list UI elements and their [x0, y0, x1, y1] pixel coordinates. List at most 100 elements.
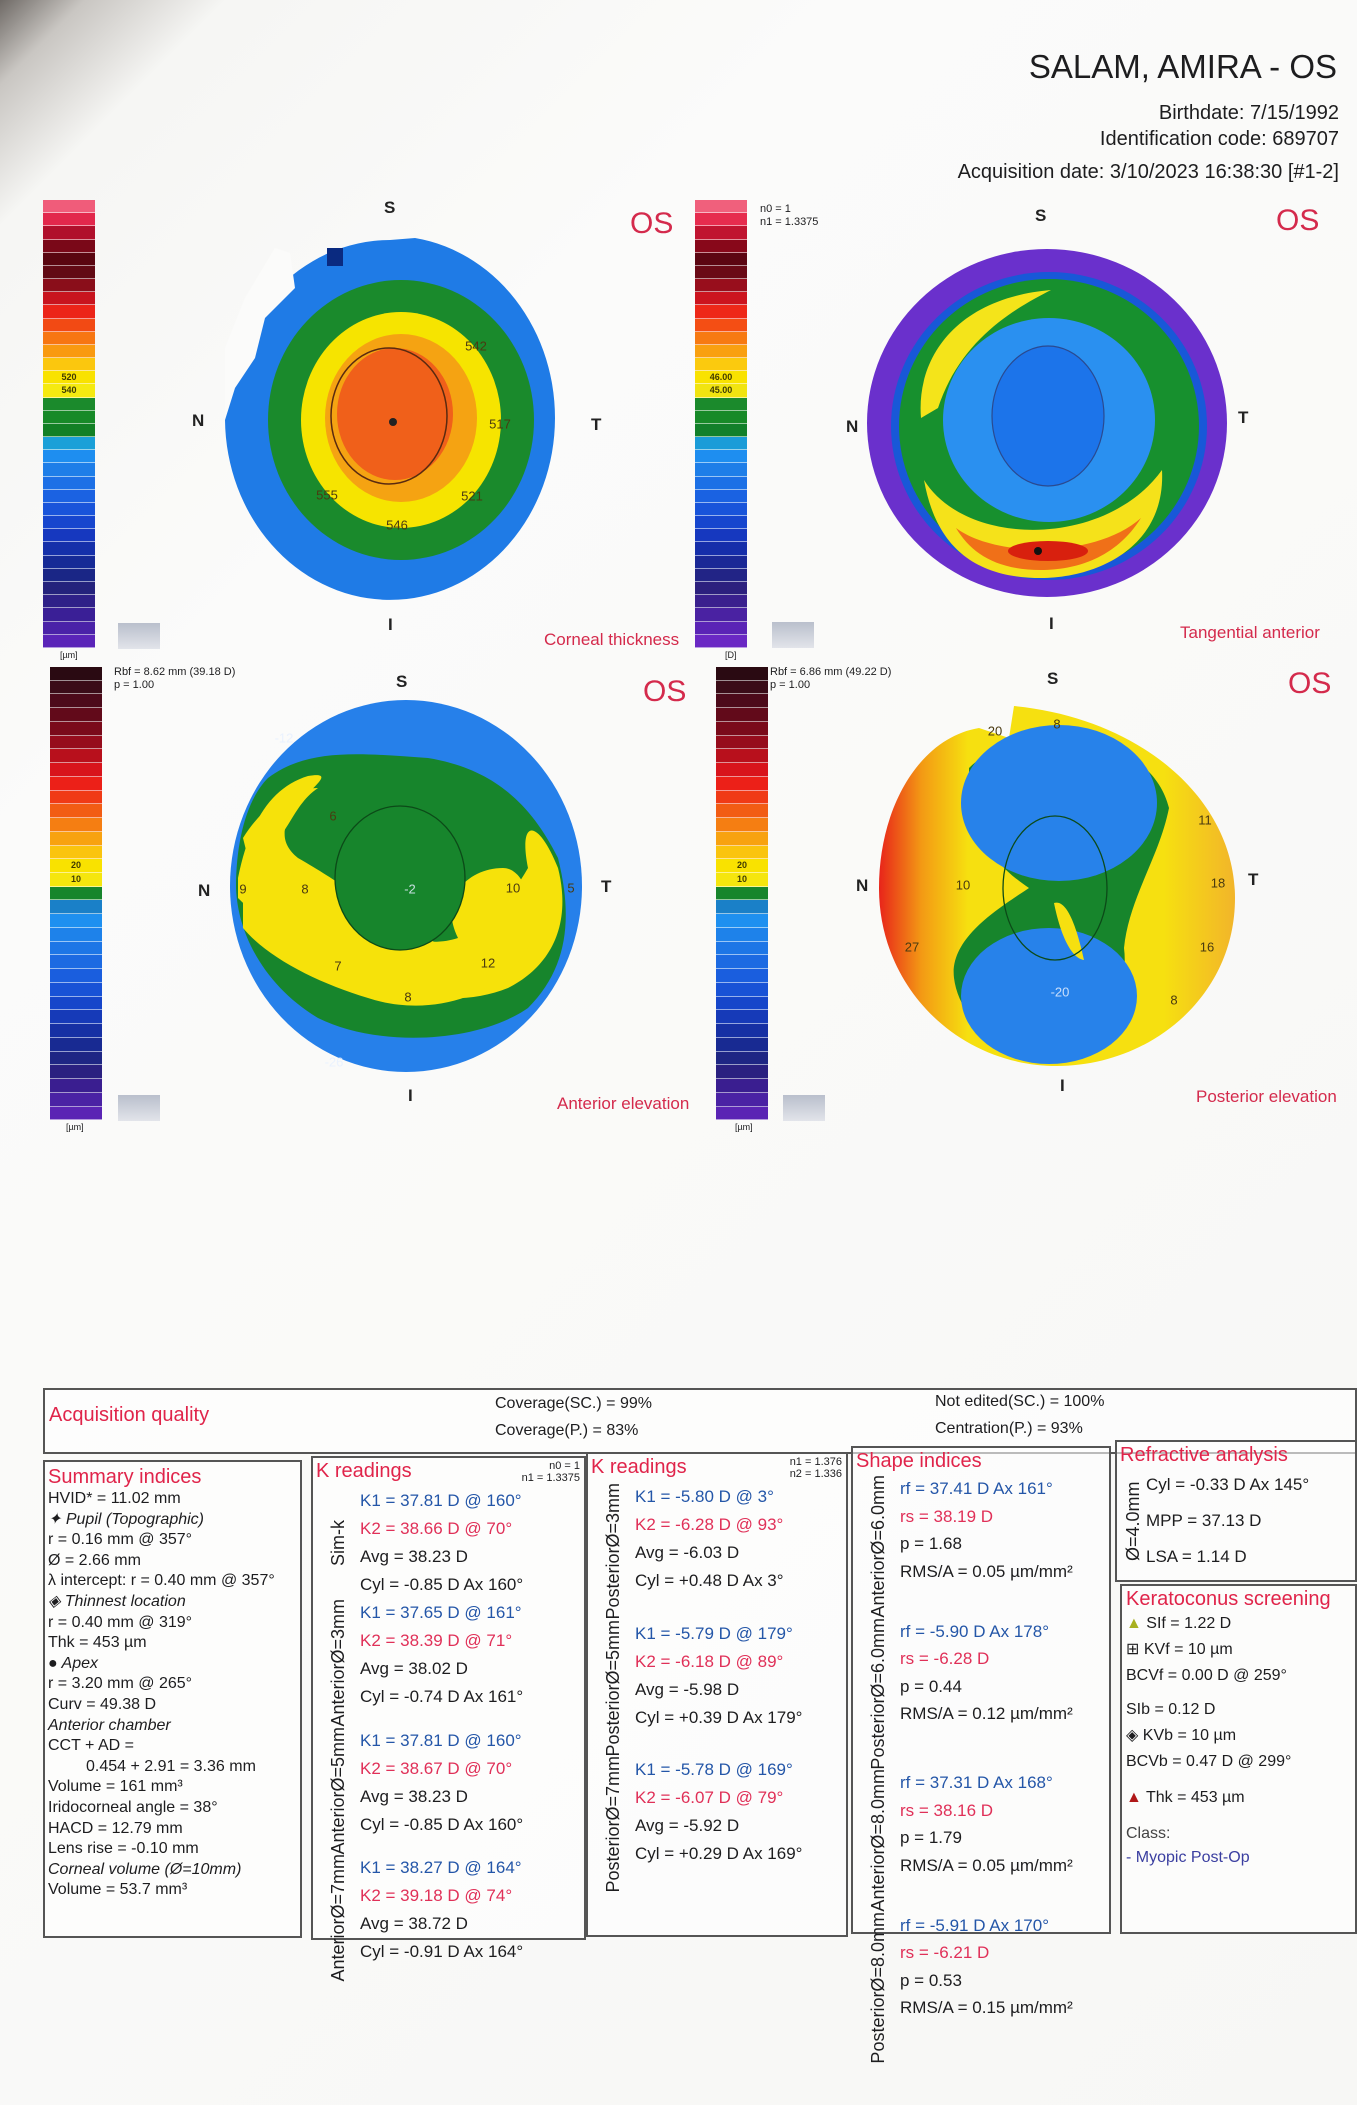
map-value: 20: [987, 723, 1003, 739]
reading-rs: rs = 38.16 D: [900, 1800, 994, 1820]
direction-superior: S: [384, 198, 396, 217]
map-title: Corneal thickness: [544, 630, 680, 649]
reading-rs: rs = -6.28 D: [900, 1649, 990, 1669]
summary-indices-box: Summary indices HVID* = 11.02 mm ✦ Pupil …: [43, 1460, 302, 1938]
map-value: 517: [489, 416, 511, 432]
k-readings-title: K readings: [591, 1456, 687, 1478]
reading-k1: K1 = -5.78 D @ 169°: [635, 1760, 793, 1780]
color-scale-band: [716, 955, 768, 970]
reading-k1: K1 = 37.81 D @ 160°: [360, 1730, 522, 1750]
bcvf: BCVf = 0.00 D @ 259°: [1126, 1667, 1287, 1684]
reading-k2: K2 = -6.28 D @ 93°: [635, 1515, 784, 1534]
tangential-anterior-map: [867, 249, 1227, 597]
color-scale-band: [43, 634, 95, 648]
reading-cyl: Cyl = -0.85 D Ax 160°: [360, 1814, 524, 1834]
reading-group: Anterior Ø=6.0mm rf = 37.41 D Ax 161° rs = …: [856, 1475, 1106, 1618]
summary-line: HACD = 12.79 mm: [48, 1819, 183, 1837]
summary-line: r = 3.20 mm @ 265°: [48, 1675, 193, 1693]
reading-cyl: Cyl = -0.74 D Ax 161°: [360, 1687, 524, 1706]
reading-k2: K2 = 38.67 D @ 70°: [360, 1758, 513, 1778]
direction-temporal: T: [601, 877, 612, 896]
zone-label-line: Posterior: [603, 1684, 623, 1757]
keratoconus-screening-box: Keratoconus screening ▲ SIf = 1.22 D ⊞ K…: [1120, 1584, 1357, 1934]
summary-line: ◈ Thinnest location: [48, 1592, 186, 1610]
reading-rows: K1 = 37.81 D @ 160° K2 = 38.66 D @ 70° Avg…: [360, 1487, 581, 1599]
color-scale-band: [50, 845, 102, 860]
refractive-cyl: Cyl = -0.33 D Ax 145°: [1146, 1475, 1310, 1494]
device-logo: [783, 1095, 825, 1121]
map-value: -20: [1050, 984, 1070, 1000]
direction-nasal: N: [198, 881, 211, 900]
color-scale-band: [716, 667, 768, 681]
color-scale-band: [695, 344, 747, 359]
reading-rs: rs = -6.21 D: [900, 1943, 990, 1963]
reading-avg: Avg = -5.98 D: [635, 1679, 740, 1699]
summary-line: 0.454 + 2.91 = 3.36 mm: [86, 1757, 256, 1775]
summary-line: Corneal volume (Ø=10mm): [48, 1860, 242, 1878]
k-readings-anterior-groups: Sim-k K1 = 37.81 D @ 160° K2 = 38.66 D @ 7…: [316, 1487, 581, 1982]
shape-indices-title: Shape indices: [856, 1450, 982, 1472]
zone-label: Anterior Ø=6.0mm: [856, 1475, 900, 1618]
color-scale-band: 10: [50, 873, 102, 887]
color-scale-band: [50, 941, 102, 956]
map-value: 8: [1053, 716, 1061, 732]
color-scale-band: 10: [716, 873, 768, 887]
map-title: Anterior elevation: [557, 1094, 690, 1113]
summary-line: Volume = 53.7 mm³: [48, 1881, 188, 1899]
summary-line: CCT + AD =: [48, 1737, 134, 1755]
reading-k2: K2 = -6.18 D @ 89°: [635, 1651, 784, 1671]
summary-line: ● Apex: [48, 1654, 98, 1672]
zone-label-line: Anterior: [328, 1791, 348, 1855]
color-scale-band: [716, 845, 768, 860]
color-scale-band: [43, 595, 95, 609]
zone-label-line: Sim-k: [328, 1520, 348, 1566]
color-scale-band: 20: [716, 859, 768, 874]
direction-superior: S: [1047, 669, 1059, 688]
reading-group: Anterior Ø=7mm K1 = 38.27 D @ 164° K2 = 39.…: [316, 1854, 581, 1982]
map-value: 18: [1210, 875, 1226, 891]
color-scale-band: [716, 900, 768, 915]
color-scale-band: [695, 489, 747, 503]
color-scale-band: [716, 776, 768, 791]
summary-line: Iridocorneal angle = 38°: [48, 1798, 218, 1816]
zone-label-line: Anterior: [328, 1918, 348, 1982]
zone-label-line: Ø=8.0mm: [868, 1911, 888, 1992]
zone-label: Posterior Ø=5mm: [591, 1620, 635, 1757]
color-scale-posterior-elevation: 20 10: [716, 667, 768, 1121]
color-scale-band: 46.00: [695, 371, 747, 385]
zone-label-line: Ø=5mm: [603, 1619, 623, 1685]
reading-p: p = 1.68: [900, 1534, 962, 1553]
color-scale-band: [695, 331, 747, 345]
map-value: -2: [404, 881, 416, 897]
color-scale-band: [716, 914, 768, 928]
eye-label: OS: [643, 675, 687, 708]
color-scale-band: [50, 721, 102, 736]
color-scale-band: [695, 226, 747, 240]
eye-label: OS: [630, 207, 674, 240]
color-scale-band: [50, 804, 102, 819]
reading-avg: Avg = 38.23 D: [360, 1786, 468, 1806]
color-scale-band: [695, 476, 747, 490]
summary-line: Anterior chamber: [48, 1716, 171, 1734]
reading-rows: rf = 37.41 D Ax 161° rs = 38.19 D p = 1.68…: [900, 1475, 1106, 1618]
color-scale-band: [50, 1079, 102, 1093]
summary-line: r = 0.16 mm @ 357°: [48, 1531, 193, 1549]
pupil-outline: [991, 345, 1105, 487]
color-scale-band: [50, 831, 102, 846]
color-scale-band: [695, 279, 747, 293]
acquisition-date: Acquisition date: 3/10/2023 16:38:30 [#1…: [957, 161, 1339, 183]
color-scale-band: [695, 252, 747, 266]
reading-rows: K1 = -5.79 D @ 179° K2 = -6.18 D @ 89° Avg…: [635, 1620, 843, 1757]
reading-cyl: Cyl = +0.48 D Ax 3°: [635, 1571, 784, 1590]
reading-rows: K1 = 37.81 D @ 160° K2 = 38.67 D @ 70° Avg…: [360, 1727, 581, 1855]
reading-avg: Avg = 38.23 D: [360, 1547, 468, 1566]
kvb-row: ◈ KVb = 10 µm: [1126, 1727, 1237, 1744]
color-scale-band: [50, 735, 102, 750]
alert-triangle-icon: ▲: [1126, 1789, 1142, 1806]
color-scale-band: [43, 331, 95, 345]
color-scale-band: [50, 900, 102, 915]
reading-k1: K1 = -5.80 D @ 3°: [635, 1487, 774, 1506]
reading-rows: K1 = -5.78 D @ 169° K2 = -6.07 D @ 79° Avg…: [635, 1756, 843, 1893]
color-scale-band: [695, 410, 747, 424]
summary-line: Curv = 49.38 D: [48, 1695, 157, 1713]
